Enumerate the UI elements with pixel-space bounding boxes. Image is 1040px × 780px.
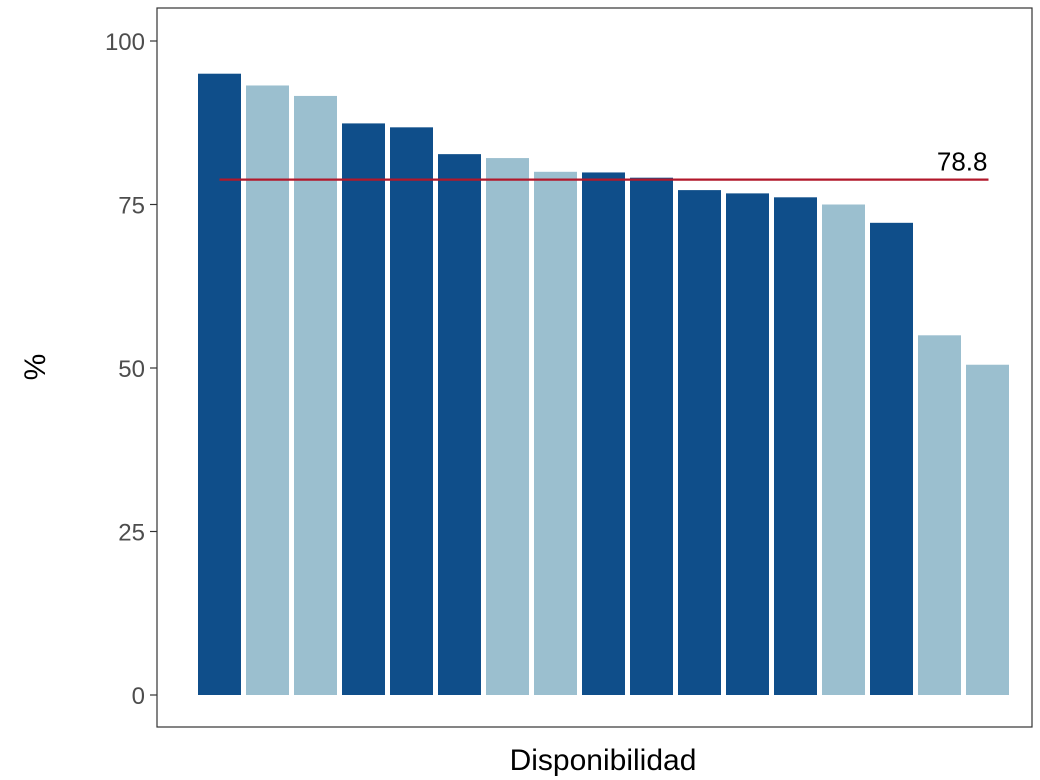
y-axis: 0 25 50 75 100 [105, 29, 157, 710]
y-tick-label: 0 [132, 683, 145, 710]
bar [870, 222, 913, 695]
x-axis-title: Disponibilidad [510, 744, 697, 777]
bar [630, 177, 673, 695]
bar [438, 154, 481, 696]
bar [966, 364, 1009, 695]
bar [678, 190, 721, 695]
bar [390, 127, 433, 695]
bar [246, 85, 289, 696]
bar [486, 158, 529, 696]
y-tick-label: 50 [118, 356, 145, 383]
bar [534, 171, 577, 696]
y-axis-title: % [19, 354, 52, 381]
bar [774, 197, 817, 695]
bar [342, 123, 385, 696]
bar [822, 204, 865, 695]
bar [918, 335, 961, 695]
bar [294, 95, 337, 696]
bar [582, 172, 625, 696]
y-tick-label: 100 [105, 29, 145, 56]
y-tick-label: 75 [118, 193, 145, 220]
bar [726, 193, 769, 695]
bar [198, 73, 241, 695]
y-tick-label: 25 [118, 520, 145, 547]
mean-reference-label: 78.8 [937, 147, 988, 177]
bars [198, 73, 1009, 696]
